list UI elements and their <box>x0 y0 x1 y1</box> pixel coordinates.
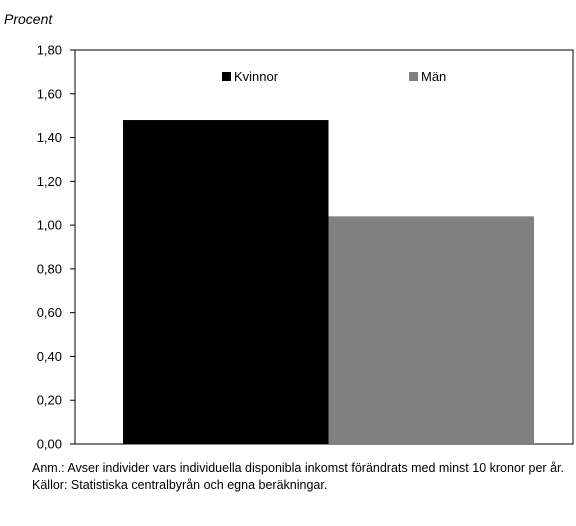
legend-label: Män <box>421 69 446 84</box>
y-tick-label: 1,80 <box>37 43 62 58</box>
y-tick-label: 0,20 <box>37 393 62 408</box>
y-tick-label: 0,60 <box>37 305 62 320</box>
legend-swatch <box>222 72 231 81</box>
y-tick-label: 1,20 <box>37 174 62 189</box>
legend: Kvinnor Män <box>222 69 446 84</box>
y-tick-label: 1,60 <box>37 86 62 101</box>
y-tick-label: 0,00 <box>37 437 62 452</box>
chart-notes: Anm.: Avser individer vars individuella … <box>32 460 572 494</box>
y-tick-label: 1,40 <box>37 130 62 145</box>
y-tick-label: 0,40 <box>37 349 62 364</box>
y-axis-label: Procent <box>4 11 53 27</box>
bars <box>123 120 534 445</box>
y-tick-label: 0,80 <box>37 261 62 276</box>
note-anm: Anm.: Avser individer vars individuella … <box>32 461 564 475</box>
bar-1 <box>328 216 534 444</box>
y-tick-label: 1,00 <box>37 218 62 233</box>
note-sources: Källor: Statistiska centralbyrån och egn… <box>32 478 328 492</box>
legend-swatch <box>409 72 418 81</box>
legend-label: Kvinnor <box>234 69 279 84</box>
y-axis-ticks: 0,00 0,20 0,40 0,60 0,80 1,00 1,20 1,40 1,60 1,80 <box>37 43 75 452</box>
bar-chart: Procent 0,00 0,20 0,40 0,60 0,80 1,00 1,20 1,40… <box>4 11 574 452</box>
bar-0 <box>123 120 329 445</box>
